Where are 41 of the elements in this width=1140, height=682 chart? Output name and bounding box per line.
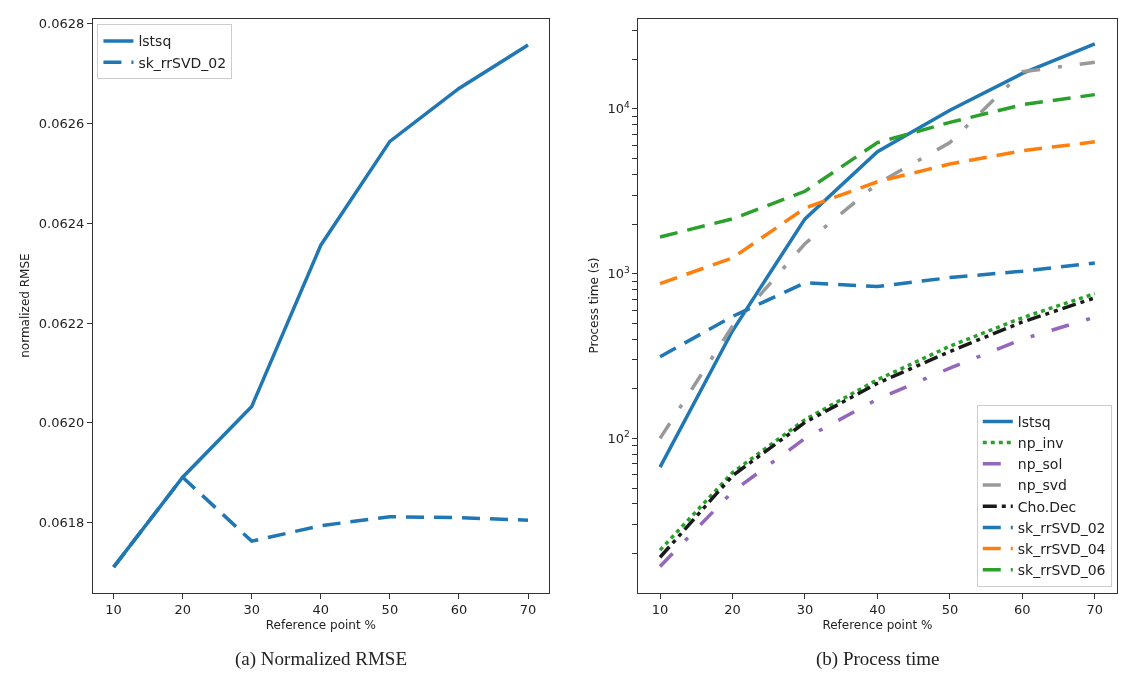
x-axis-title: Reference point % [822, 618, 933, 633]
y-tick-label: 10$^{3}$ [607, 264, 630, 282]
x-tick-label: 60 [1014, 602, 1031, 618]
legend-label: sk_rrSVD_04 [1017, 541, 1106, 558]
x-tick-label: 40 [312, 602, 330, 618]
x-tick-label: 20 [174, 602, 191, 618]
y-tick-label: 10$^{4}$ [607, 99, 630, 117]
text: (b) Process time [816, 648, 940, 670]
x-tick-label: 70 [1086, 602, 1104, 618]
legend-label: Cho.Dec [1017, 498, 1077, 515]
y-axis-title: normalized RMSE [18, 253, 33, 358]
x-tick-label: 30 [796, 602, 814, 618]
line-series [658, 140, 1097, 286]
legend-label: np_svd [1017, 477, 1068, 494]
text: (a) Normalized RMSE [235, 648, 408, 670]
y-tick-label: 10$^{2}$ [607, 429, 630, 446]
y-tick-label: 0.0626 [38, 115, 85, 131]
legend-label: np_inv [1017, 435, 1064, 452]
y-axis-title: Process time (s) [586, 257, 601, 354]
y-tick-label: 0.0620 [38, 415, 85, 431]
x-axis-title: Reference point % [265, 618, 376, 633]
y-tick-label: 0.0624 [38, 215, 85, 231]
x-tick-label: 50 [381, 602, 399, 618]
x-tick-label: 50 [941, 602, 959, 618]
legend-label: np_sol [1017, 456, 1063, 473]
line-series [658, 92, 1097, 239]
x-tick-label: 70 [519, 602, 537, 618]
y-tick-label: 0.0628 [38, 16, 85, 32]
legend-label: sk_rrSVD_06 [1017, 562, 1106, 579]
x-tick-label: 30 [243, 602, 260, 618]
x-tick-label: 10 [105, 602, 122, 618]
legend-label: sk_rrSVD_02 [138, 54, 227, 71]
x-tick-label: 40 [869, 602, 886, 618]
x-tick-label: 10 [651, 602, 669, 618]
legend-label: lstsq [138, 33, 172, 50]
x-tick-label: 20 [724, 602, 741, 618]
legend-label: lstsq [1017, 413, 1051, 430]
y-tick-label: 0.0622 [38, 315, 85, 331]
legend-label: sk_rrSVD_02 [1017, 519, 1106, 536]
y-tick-label: 0.0618 [38, 515, 85, 531]
x-tick-label: 60 [450, 602, 468, 618]
